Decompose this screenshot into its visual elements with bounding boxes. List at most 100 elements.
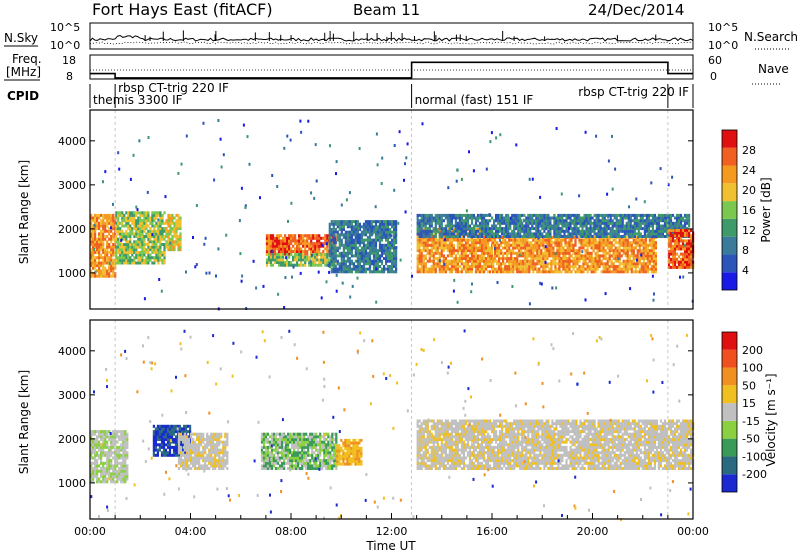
heatmap-cell bbox=[312, 244, 315, 248]
heatmap-cell bbox=[149, 245, 152, 249]
scatter-cell bbox=[277, 292, 280, 296]
scatter-cell bbox=[129, 177, 132, 181]
heatmap-cell bbox=[522, 270, 525, 274]
heatmap-cell bbox=[139, 229, 142, 233]
heatmap-cell bbox=[565, 221, 568, 225]
heatmap-cell bbox=[681, 216, 685, 220]
heatmap-cell bbox=[149, 232, 152, 236]
scatter-cell bbox=[447, 186, 450, 190]
heatmap-cell bbox=[557, 227, 560, 231]
heatmap-cell bbox=[642, 259, 645, 263]
heatmap-cell bbox=[344, 246, 347, 250]
heatmap-cell bbox=[506, 241, 509, 245]
heatmap-cell bbox=[444, 224, 447, 228]
heatmap-cell bbox=[364, 270, 368, 274]
heatmap-cell bbox=[577, 221, 580, 225]
heatmap-cell bbox=[104, 461, 107, 465]
heatmap-cell bbox=[125, 235, 128, 238]
heatmap-cell bbox=[688, 234, 691, 238]
heatmap-cell bbox=[338, 251, 341, 255]
heatmap-cell bbox=[119, 213, 122, 217]
heatmap-cell bbox=[139, 245, 142, 249]
scatter-cell bbox=[335, 172, 337, 176]
heatmap-cell bbox=[330, 222, 333, 226]
heatmap-cell bbox=[590, 270, 593, 274]
heatmap-cell bbox=[277, 244, 281, 248]
heatmap-cell bbox=[633, 224, 636, 228]
heatmap-cell bbox=[92, 256, 95, 260]
heatmap-cell bbox=[137, 235, 140, 238]
heatmap-cell bbox=[515, 224, 518, 228]
heatmap-cell bbox=[446, 243, 449, 247]
heatmap-cell bbox=[282, 244, 285, 248]
heatmap-cell bbox=[621, 213, 624, 217]
heatmap-cell bbox=[177, 216, 180, 220]
heatmap-cell bbox=[613, 213, 616, 217]
heatmap-cell bbox=[604, 270, 607, 274]
heatmap-cell bbox=[645, 221, 648, 225]
heatmap-cell bbox=[135, 213, 138, 217]
heatmap-cell bbox=[454, 227, 457, 231]
heatmap-cell bbox=[106, 250, 109, 254]
heatmap-cell bbox=[528, 249, 531, 253]
heatmap-cell bbox=[526, 262, 529, 266]
heatmap-cell bbox=[578, 265, 581, 268]
heatmap-cell bbox=[631, 229, 634, 233]
heatmap-cell bbox=[589, 232, 592, 236]
heatmap-cell bbox=[602, 257, 605, 260]
heatmap-cell bbox=[690, 265, 693, 269]
heatmap-cell bbox=[129, 250, 132, 254]
heatmap-cell bbox=[542, 246, 545, 250]
heatmap-cell bbox=[380, 220, 384, 224]
heatmap-cell bbox=[492, 265, 495, 268]
heatmap-cell bbox=[173, 243, 176, 246]
heatmap-cell bbox=[117, 232, 120, 236]
heatmap-cell bbox=[346, 267, 349, 271]
heatmap-cell bbox=[102, 464, 105, 468]
heatmap-cell bbox=[533, 235, 536, 238]
heatmap-cell bbox=[387, 257, 390, 260]
heatmap-cell bbox=[612, 257, 615, 260]
heatmap-cell bbox=[655, 227, 658, 231]
heatmap-cell bbox=[581, 219, 584, 223]
heatmap-cell bbox=[430, 224, 433, 228]
scatter-cell bbox=[611, 187, 614, 191]
heatmap-cell bbox=[505, 227, 508, 231]
heatmap-cell bbox=[560, 259, 563, 263]
scatter-cell bbox=[340, 203, 343, 207]
heatmap-cell bbox=[119, 227, 122, 231]
freq-tick-top: 18 bbox=[62, 54, 76, 67]
heatmap-cell bbox=[642, 251, 645, 255]
heatmap-cell bbox=[306, 234, 309, 238]
heatmap-cell bbox=[606, 251, 609, 255]
heatmap-cell bbox=[491, 249, 494, 253]
scatter-cell bbox=[299, 119, 302, 123]
heatmap-cell bbox=[638, 267, 641, 271]
heatmap-cell bbox=[574, 270, 577, 274]
scatter-cell bbox=[287, 219, 289, 223]
heatmap-cell bbox=[271, 234, 275, 238]
heatmap-cell bbox=[334, 265, 337, 268]
heatmap-cell bbox=[487, 262, 490, 266]
heatmap-cell bbox=[360, 230, 363, 234]
heatmap-cell bbox=[623, 232, 626, 236]
heatmap-cell bbox=[591, 227, 594, 231]
scatter-cell bbox=[314, 143, 317, 147]
heatmap-cell bbox=[360, 257, 363, 260]
heatmap-cell bbox=[133, 250, 136, 254]
heatmap-cell bbox=[131, 232, 134, 236]
heatmap-cell bbox=[418, 227, 421, 231]
heatmap-cell bbox=[602, 265, 605, 268]
heatmap-cell bbox=[342, 270, 345, 274]
heatmap-cell bbox=[552, 257, 555, 260]
scatter-cell bbox=[357, 227, 360, 230]
heatmap-cell bbox=[530, 246, 533, 250]
heatmap-cell bbox=[564, 257, 567, 260]
heatmap-cell bbox=[690, 247, 693, 251]
heatmap-cell bbox=[657, 213, 660, 217]
heatmap-cell bbox=[468, 224, 472, 228]
heatmap-cell bbox=[458, 270, 461, 274]
heatmap-cell bbox=[110, 445, 113, 449]
heatmap-cell bbox=[94, 448, 97, 452]
